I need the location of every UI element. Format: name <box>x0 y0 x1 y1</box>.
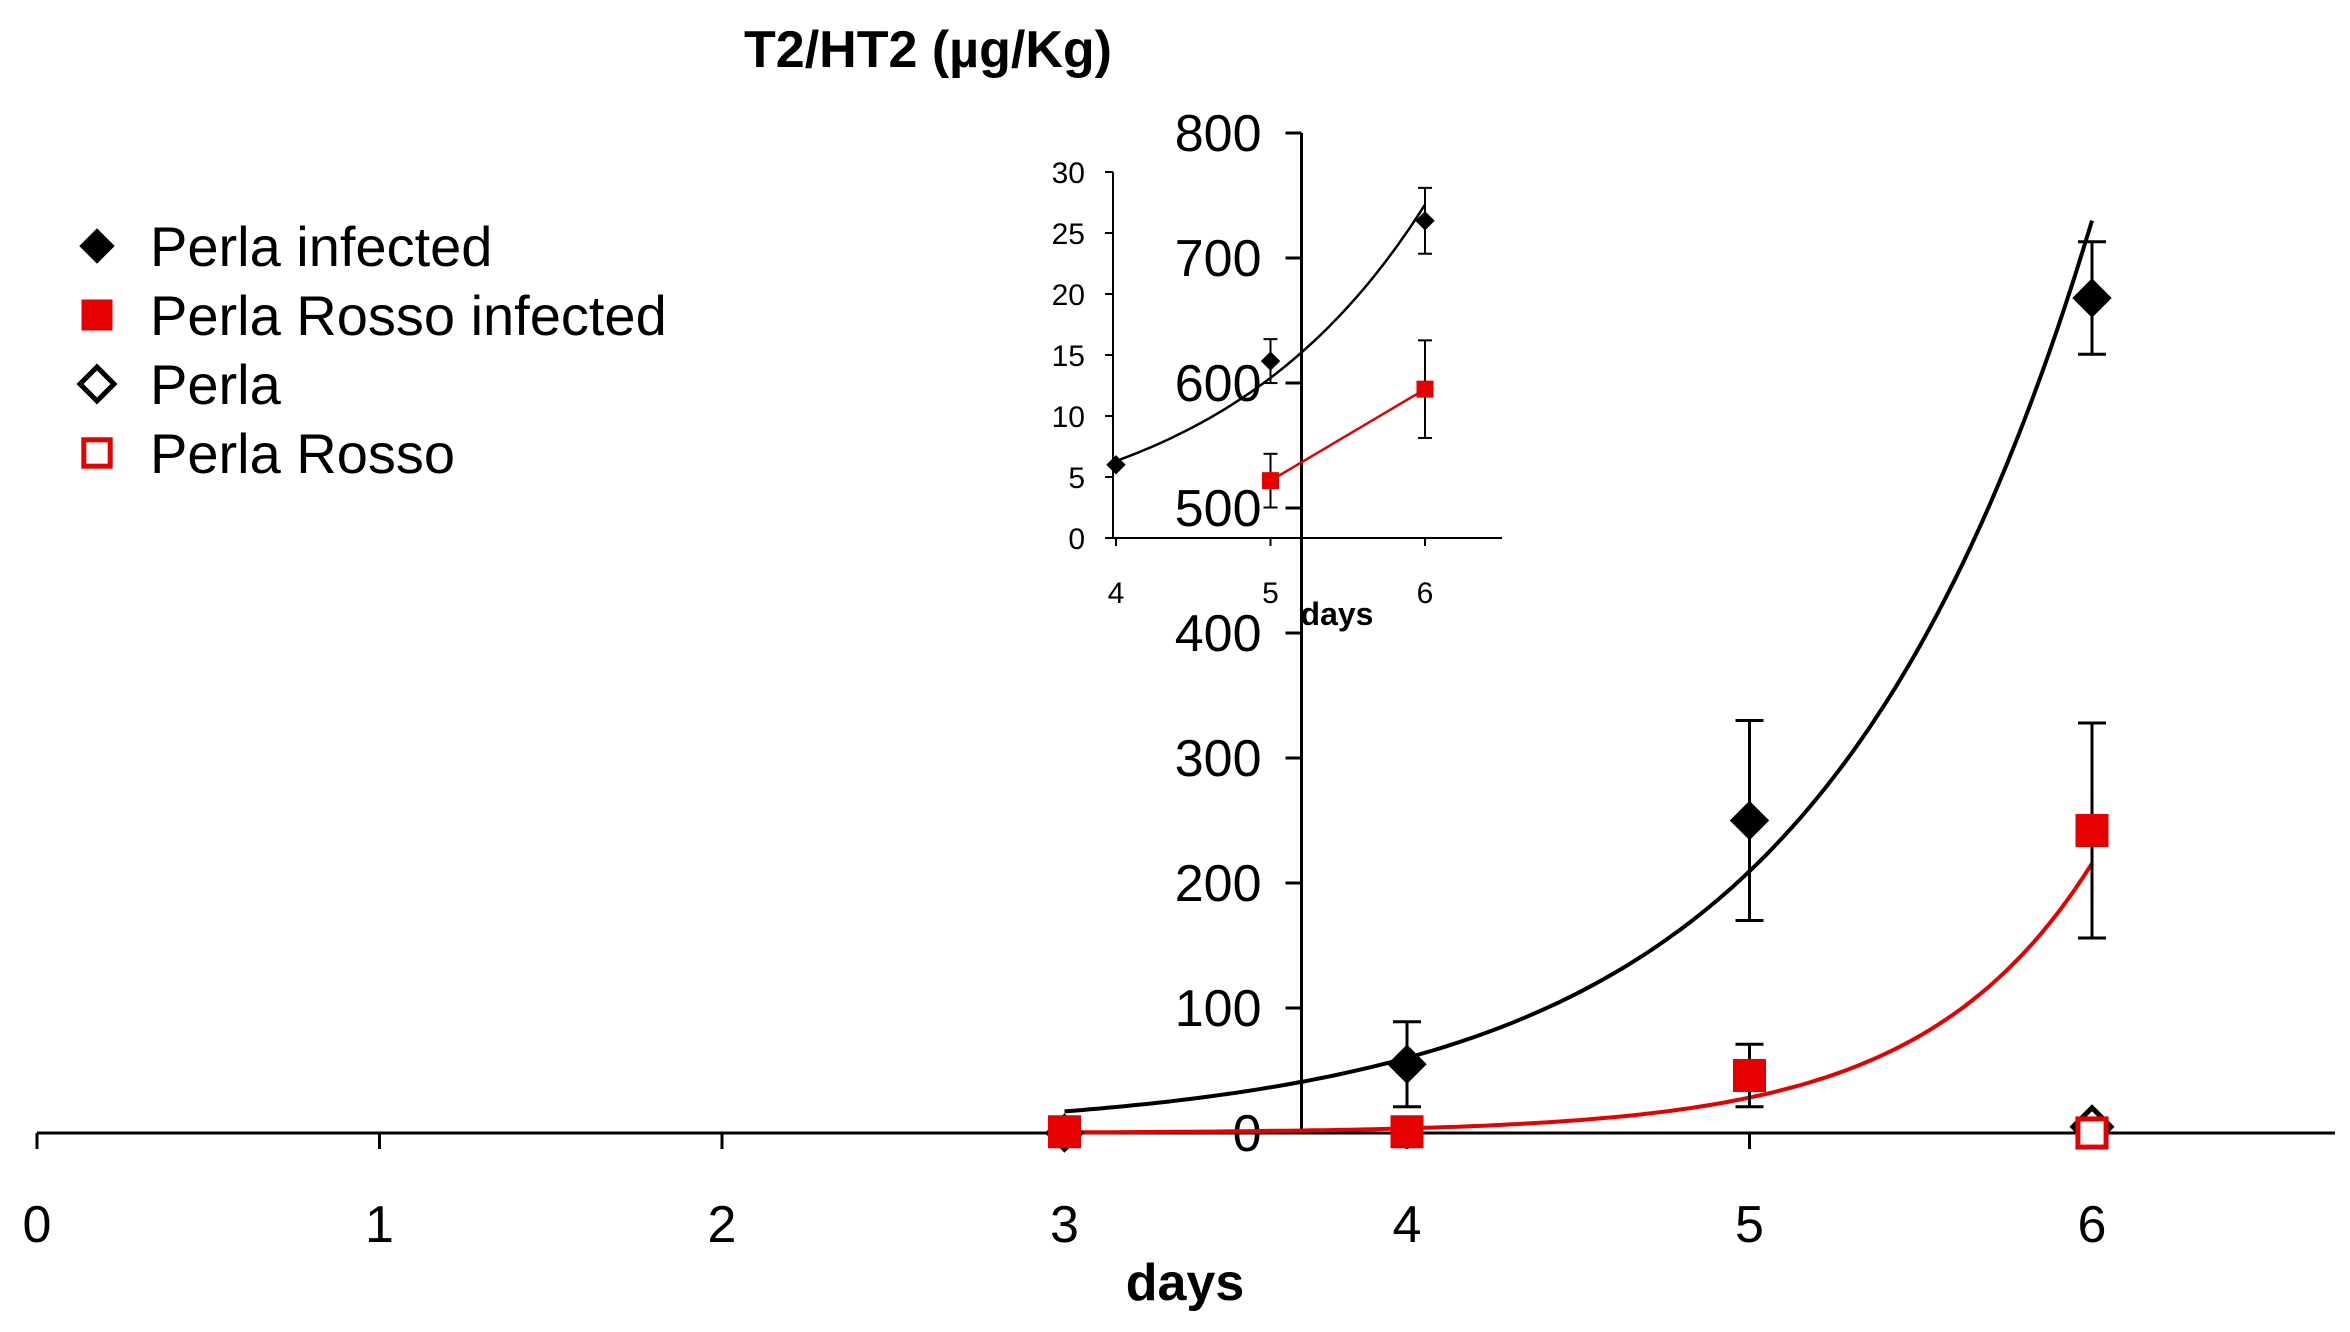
data-point <box>1387 1044 1427 1084</box>
y-tick-label: 400 <box>1175 605 1262 663</box>
legend-swatch <box>76 363 118 405</box>
data-point <box>1048 1115 1081 1149</box>
y-tick-label: 300 <box>1175 730 1262 788</box>
data-point <box>2075 1116 2109 1150</box>
inset-data-point <box>1260 351 1281 371</box>
main-plot: 0 1 2 3 4 5 60100200300400500600700800daysT2/H… <box>23 21 2335 1312</box>
x-tick-label: 5 <box>1735 1196 1764 1254</box>
x-axis-title: days <box>1126 1254 1245 1312</box>
trend-line <box>1064 220 2094 1114</box>
legend-swatch <box>81 437 113 469</box>
y-tick-label: 800 <box>1175 105 1262 163</box>
inset-y-tick-label: 10 <box>1052 401 1085 434</box>
inset-y-tick-label: 5 <box>1068 462 1085 495</box>
y-tick-label: 100 <box>1175 980 1262 1038</box>
x-tick-label: 1 <box>365 1196 394 1254</box>
y-axis-title: T2/HT2 (µg/Kg) <box>744 21 1112 79</box>
inset-x-tick-label: 4 <box>1108 577 1125 610</box>
inset-plot: 4 5 6 0 5 10 15 20 25 30 days <box>1052 157 1502 632</box>
inset-y-tick-label: 0 <box>1068 523 1085 556</box>
trend-line <box>1064 862 2094 1135</box>
inset-y-tick-label: 30 <box>1052 157 1085 190</box>
legend-label: Perla infected <box>150 215 492 278</box>
legend-label: Perla Rosso infected <box>150 284 667 347</box>
inset-data-point <box>1106 455 1126 475</box>
legend-swatch <box>81 299 113 331</box>
inset-data-point <box>1415 211 1435 231</box>
y-tick-label: 500 <box>1175 480 1262 538</box>
y-tick-label: 600 <box>1175 355 1262 413</box>
legend-label: Perla <box>150 353 282 416</box>
x-tick-label: 4 <box>1393 1196 1422 1254</box>
x-tick-label: 0 <box>23 1196 52 1254</box>
y-tick-label: 200 <box>1175 855 1262 913</box>
legend-swatch <box>79 228 115 264</box>
inset-data-point <box>1262 472 1279 490</box>
inset-x-axis-title: days <box>1301 596 1374 632</box>
inset-y-tick-label: 20 <box>1052 279 1085 312</box>
y-tick-label: 700 <box>1175 230 1262 288</box>
y-tick-label: 0 <box>1233 1105 1262 1163</box>
legend-label: Perla Rosso <box>150 422 455 485</box>
inset-y-tick-label: 15 <box>1052 340 1085 373</box>
inset-data-point <box>1416 380 1434 398</box>
data-point <box>2072 278 2112 318</box>
data-point <box>1733 1059 1766 1092</box>
inset-x-tick-label: 6 <box>1417 577 1434 610</box>
inset-trend-line <box>1269 388 1426 482</box>
data-point <box>2075 814 2109 847</box>
data-point <box>1729 800 1770 841</box>
inset-x-tick-label: 5 <box>1262 577 1279 610</box>
x-tick-label: 6 <box>2078 1196 2107 1254</box>
x-tick-label: 3 <box>1050 1196 1079 1254</box>
inset-y-tick-label: 25 <box>1052 218 1085 251</box>
x-tick-label: 2 <box>708 1196 737 1254</box>
inset-trend-line <box>1115 203 1427 463</box>
data-point <box>1390 1115 1424 1149</box>
